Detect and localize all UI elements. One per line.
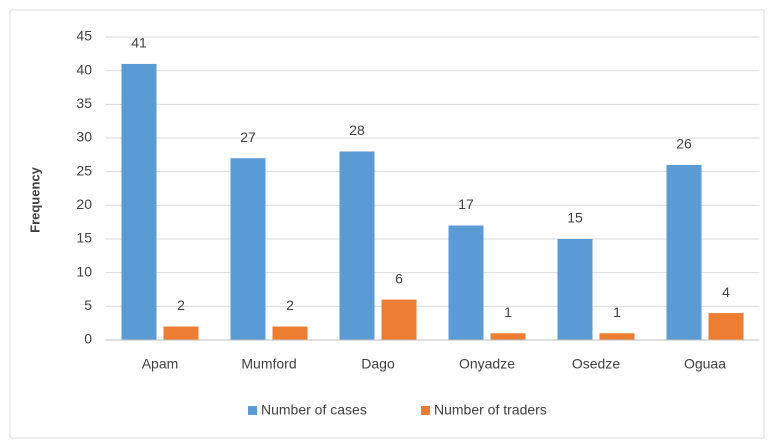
x-tick-label: Osedze	[572, 356, 620, 372]
bar	[557, 239, 593, 340]
y-tick-label: 40	[76, 61, 92, 77]
data-label: 2	[286, 297, 294, 313]
data-label: 41	[131, 35, 147, 51]
data-label: 17	[458, 196, 474, 212]
bar	[448, 225, 484, 340]
y-tick-label: 35	[76, 95, 92, 111]
y-tick-label: 25	[76, 162, 92, 178]
data-label: 2	[177, 297, 185, 313]
x-tick-label: Oguaa	[684, 356, 726, 372]
legend-label: Number of traders	[434, 402, 547, 418]
bar	[381, 299, 417, 340]
x-tick-label: Onyadze	[459, 356, 515, 372]
data-label: 15	[567, 210, 583, 226]
bar	[666, 164, 702, 340]
y-tick-label: 5	[84, 297, 92, 313]
y-tick-label: 0	[84, 331, 92, 347]
legend-swatch	[421, 406, 430, 415]
y-tick-label: 20	[76, 196, 92, 212]
x-tick-label: Apam	[142, 356, 179, 372]
bar	[163, 326, 199, 340]
y-tick-label: 10	[76, 263, 92, 279]
y-tick-label: 30	[76, 129, 92, 145]
data-label: 28	[349, 122, 365, 138]
bar	[490, 333, 526, 340]
data-label: 6	[395, 270, 403, 286]
bar	[272, 326, 308, 340]
bar	[121, 63, 157, 340]
bar	[708, 313, 744, 340]
data-label: 4	[722, 284, 730, 300]
bar	[599, 333, 635, 340]
y-tick-label: 45	[76, 28, 92, 44]
data-label: 1	[613, 304, 621, 320]
data-label: 26	[676, 136, 692, 152]
legend-swatch	[248, 406, 257, 415]
data-label: 27	[240, 129, 256, 145]
bar	[339, 151, 375, 340]
bar	[230, 158, 266, 340]
y-tick-label: 15	[76, 230, 92, 246]
x-tick-label: Mumford	[241, 356, 296, 372]
data-label: 1	[504, 304, 512, 320]
y-axis-label: Frequency	[27, 166, 42, 233]
x-tick-label: Dago	[361, 356, 395, 372]
legend-label: Number of cases	[261, 402, 367, 418]
